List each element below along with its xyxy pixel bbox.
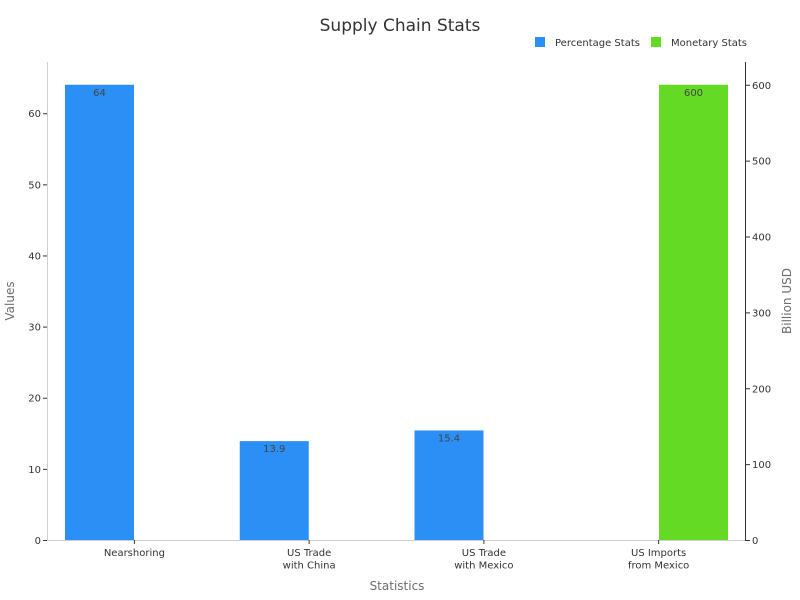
- y-tick-left-label: 40: [28, 251, 41, 262]
- y-tick-right-label: 300: [752, 308, 771, 319]
- legend-label-monetary: Monetary Stats: [671, 38, 747, 49]
- x-tick-label: US Trade with China: [283, 548, 336, 572]
- legend-swatch-percentage: [535, 37, 545, 47]
- y-tick-left-label: 20: [28, 394, 41, 405]
- y-tick-left-label: 50: [28, 180, 41, 191]
- data-label-percentage-2: 15.4: [438, 433, 460, 444]
- y-tick-right-label: 100: [752, 460, 771, 471]
- legend: Percentage Stats Monetary Stats: [535, 37, 747, 49]
- bar-monetary-3: [659, 84, 728, 540]
- bar-percentage-2: [414, 430, 484, 540]
- x-tick-label: US Trade with Mexico: [454, 548, 513, 572]
- y-tick-left-label: 60: [28, 109, 41, 120]
- y-tick-left-label: 10: [28, 465, 41, 476]
- legend-label-percentage: Percentage Stats: [555, 38, 640, 49]
- y-tick-right-label: 500: [752, 157, 771, 168]
- y-ticks-left: 0 10 20 30 40 50 60: [28, 109, 47, 547]
- x-tick-label: Nearshoring: [104, 548, 165, 559]
- x-tick-label: US Imports from Mexico: [628, 548, 689, 572]
- x-axis-label: Statistics: [370, 579, 425, 593]
- y-tick-right-label: 600: [752, 81, 771, 92]
- y-axis-label-right: Billion USD: [780, 268, 794, 334]
- y-tick-left-label: 30: [28, 323, 41, 334]
- x-ticks: Nearshoring US Trade with China US Trade wit…: [104, 540, 689, 572]
- data-label-percentage-1: 13.9: [263, 444, 285, 455]
- bar-percentage-1: [239, 441, 309, 540]
- y-tick-right-label: 400: [752, 233, 771, 244]
- y-tick-right-label: 200: [752, 384, 771, 395]
- data-label-percentage-0: 64: [93, 88, 106, 99]
- chart-title: Supply Chain Stats: [320, 16, 481, 36]
- y-tick-left-label: 0: [35, 536, 41, 547]
- bar-percentage-0: [65, 84, 134, 540]
- data-labels: 64 13.9 15.4 600: [93, 88, 703, 455]
- data-label-monetary-3: 600: [684, 88, 703, 99]
- y-tick-right-label: 0: [752, 536, 758, 547]
- y-axis-label-left: Values: [3, 281, 17, 320]
- legend-swatch-monetary: [651, 37, 661, 47]
- bars: [65, 84, 728, 540]
- y-ticks-right: 0 100 200 300 400 500 600: [746, 81, 771, 547]
